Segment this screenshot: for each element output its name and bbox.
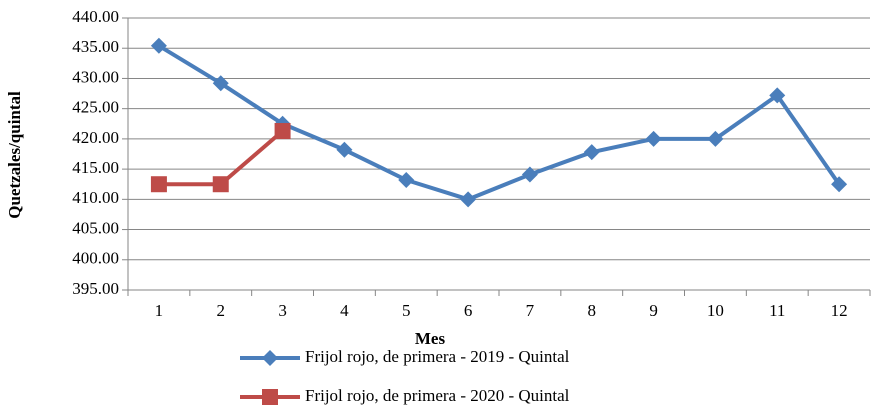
marker (150, 176, 167, 193)
x-tick-label: 12 (831, 301, 848, 320)
marker (583, 144, 600, 161)
marker (831, 176, 848, 193)
series-line (157, 44, 841, 202)
y-tick-label: 420.00 (72, 128, 119, 147)
y-tick-label: 405.00 (72, 218, 119, 237)
y-axis-label: Quetzales/quintal (5, 91, 24, 219)
marker (212, 75, 229, 92)
x-tick-label: 6 (464, 301, 473, 320)
legend-label: Frijol rojo, de primera - 2020 - Quintal (305, 386, 570, 405)
marker (336, 141, 353, 158)
x-axis-label: Mes (415, 329, 446, 348)
x-tick-label: 10 (707, 301, 724, 320)
marker (460, 191, 477, 208)
x-tick-label: 2 (217, 301, 226, 320)
y-tick-label: 430.00 (72, 67, 119, 86)
x-tick-label: 5 (402, 301, 411, 320)
marker (262, 389, 278, 405)
marker (274, 123, 291, 140)
y-tick-label: 425.00 (72, 98, 119, 117)
x-tick-label: 3 (278, 301, 287, 320)
x-tick-label: 7 (526, 301, 535, 320)
marker (521, 166, 538, 183)
marker (262, 350, 278, 366)
legend-label: Frijol rojo, de primera - 2019 - Quintal (305, 347, 570, 366)
x-tick-label: 1 (155, 301, 164, 320)
y-tick-label: 415.00 (72, 158, 119, 177)
x-tick-label: 9 (649, 301, 658, 320)
marker (150, 37, 167, 54)
y-tick-label: 395.00 (72, 279, 119, 298)
marker (645, 130, 662, 147)
y-tick-label: 435.00 (72, 37, 119, 56)
marker (769, 87, 786, 104)
x-tick-label: 4 (340, 301, 349, 320)
x-tick-label: 8 (588, 301, 597, 320)
y-tick-label: 440.00 (72, 7, 119, 26)
marker (398, 171, 415, 188)
x-tick-label: 11 (769, 301, 785, 320)
y-tick-label: 400.00 (72, 249, 119, 268)
marker (212, 176, 229, 193)
marker (707, 130, 724, 147)
y-tick-label: 410.00 (72, 188, 119, 207)
